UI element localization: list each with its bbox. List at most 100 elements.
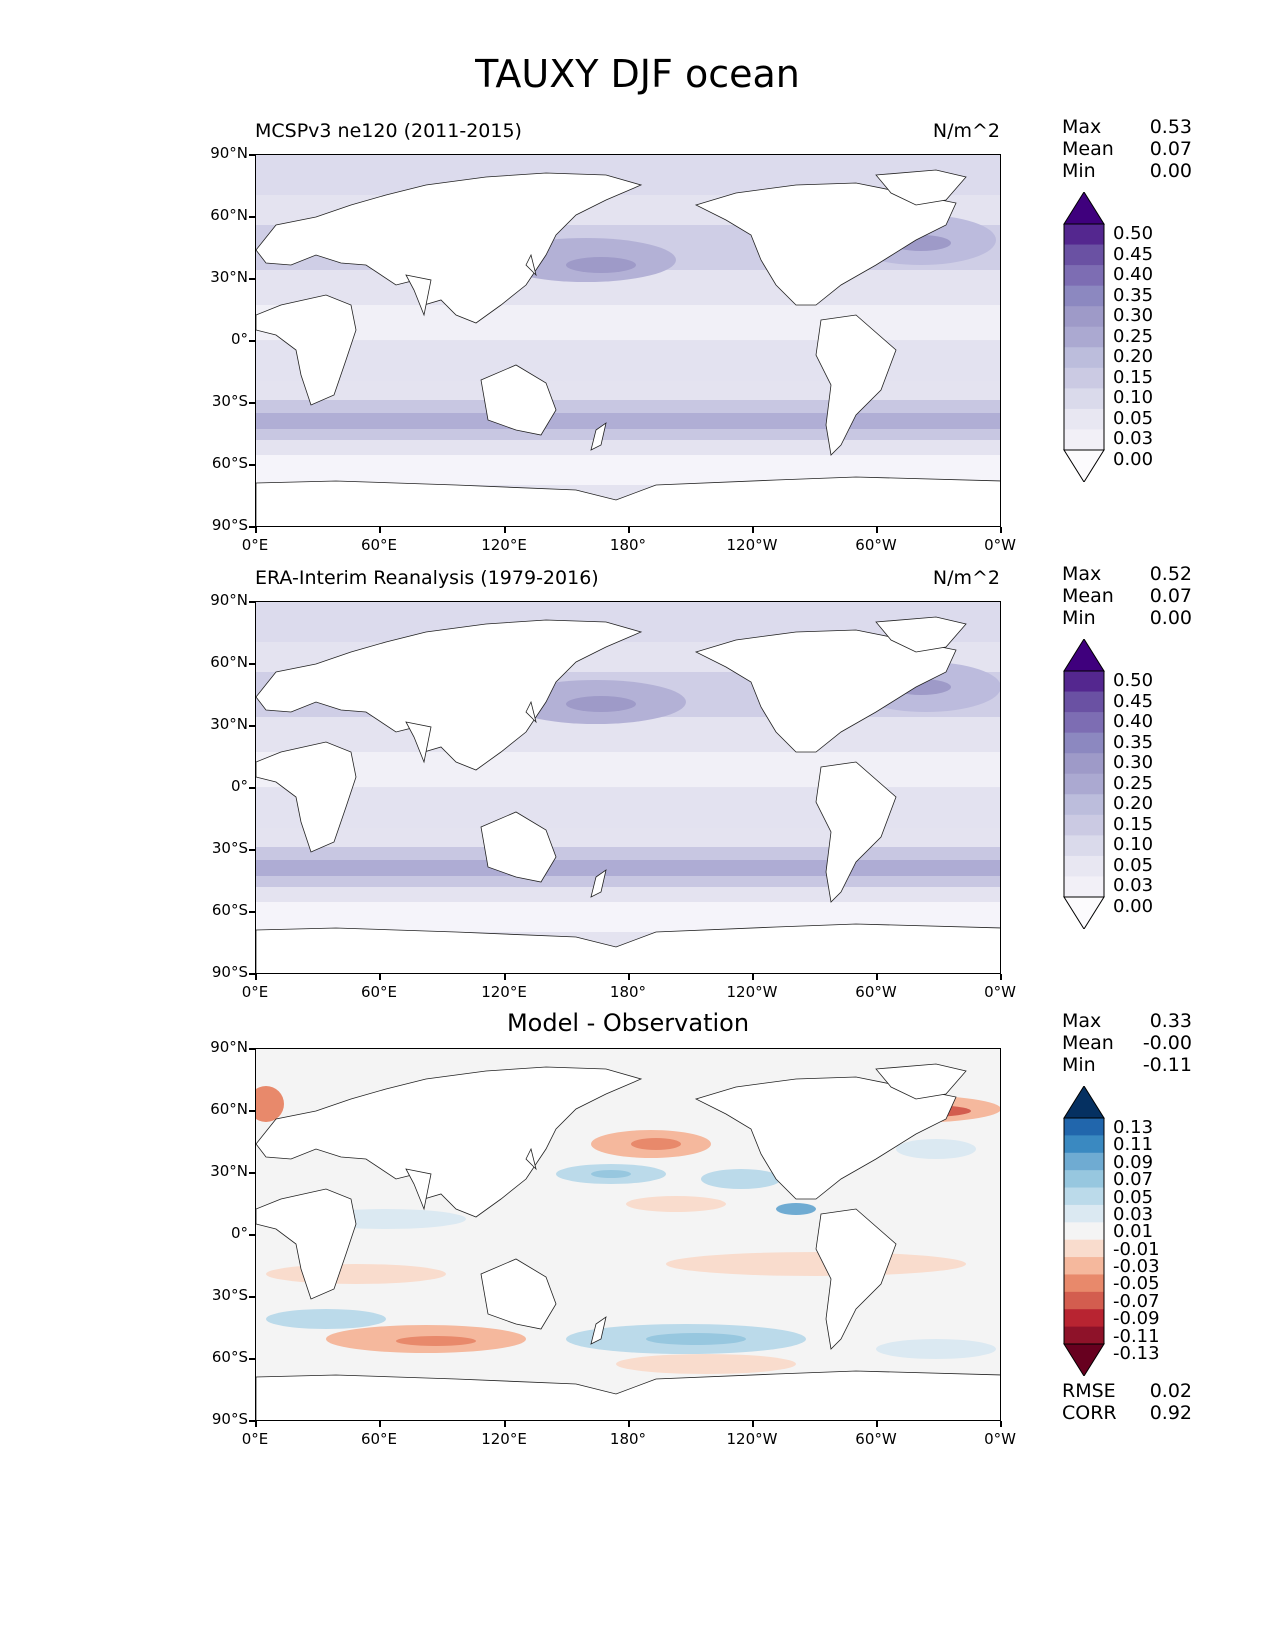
colorbar-tick-label: 0.30	[1113, 305, 1154, 327]
metric-value: 0.02	[1149, 1380, 1192, 1402]
colorbar-segment	[1064, 835, 1104, 857]
colorbar-tick-label: 0.35	[1113, 284, 1154, 306]
lat-label: 0°	[230, 777, 248, 795]
colorbar-tick-label: -0.01	[1113, 1238, 1160, 1260]
lat-label: 30°N	[210, 268, 248, 286]
colorbar-tick-label: 0.00	[1113, 449, 1154, 470]
colorbar-segment	[1064, 1239, 1104, 1258]
stat-label: Mean	[1062, 138, 1114, 160]
colorbar-segment	[1064, 1204, 1104, 1223]
stat-value: 0.07	[1149, 585, 1192, 607]
colorbar-tick-label: 0.25	[1113, 772, 1154, 794]
colorbar-extend-max	[1063, 192, 1105, 225]
panel-difference: Model - Observation	[0, 1004, 1275, 1524]
colorbar-segment	[1064, 1274, 1104, 1293]
colorbar-segment	[1064, 732, 1104, 754]
colorbar-tick-label: 0.03	[1113, 875, 1154, 897]
metrics-box: RMSE 0.02 CORR 0.92	[1062, 1380, 1192, 1424]
colorbar-segment	[1064, 691, 1104, 713]
stat-value: 0.52	[1149, 563, 1192, 585]
colorbar-segment	[1064, 367, 1104, 389]
colorbar-segment	[1064, 1222, 1104, 1241]
colorbar-frame	[1063, 1117, 1105, 1345]
lat-label: 30°S	[211, 839, 248, 857]
lon-label: 120°E	[481, 1430, 527, 1448]
colorbar-segment	[1064, 1135, 1104, 1154]
metric-label: CORR	[1062, 1402, 1117, 1424]
colorbar-segment	[1064, 876, 1104, 898]
colorbar-tick-label: 0.15	[1113, 813, 1154, 835]
colorbar-segment	[1064, 794, 1104, 816]
colorbar-segment	[1064, 306, 1104, 328]
stat-value: 0.33	[1149, 1010, 1192, 1032]
lon-label: 120°E	[481, 983, 527, 1001]
colorbar-segment	[1064, 429, 1104, 451]
colorbar-segment	[1064, 773, 1104, 795]
map-plot[interactable]	[255, 601, 1001, 974]
colorbar-tick-label: 0.03	[1113, 428, 1154, 450]
colorbar-segment	[1064, 265, 1104, 287]
figure-title: TAUXY DJF ocean	[475, 52, 800, 96]
lat-label: 60°S	[211, 901, 248, 919]
colorbar-tick-label: 0.40	[1113, 264, 1154, 286]
colorbar-segment	[1064, 244, 1104, 266]
colorbar-extend-min	[1063, 449, 1105, 482]
colorbar-tick-label: 0.10	[1113, 834, 1154, 856]
lat-label: 90°N	[210, 591, 248, 609]
lon-label: 120°W	[726, 536, 778, 554]
lat-label: 30°S	[211, 1286, 248, 1304]
stat-value: 0.00	[1149, 607, 1192, 629]
colorbar-tick-label: -0.13	[1113, 1343, 1160, 1364]
colorbar-tick-label: 0.30	[1113, 752, 1154, 774]
colorbar-segment	[1064, 1187, 1104, 1206]
colorbar-segment	[1064, 1118, 1104, 1136]
lat-label: 60°S	[211, 454, 248, 472]
stat-value: 0.07	[1149, 138, 1192, 160]
lat-label: 60°N	[210, 206, 248, 224]
lat-label: 60°N	[210, 653, 248, 671]
colorbar-tick-label: 0.03	[1113, 1203, 1154, 1225]
colorbar-tick-label: 0.05	[1113, 407, 1154, 429]
stat-label: Max	[1062, 1010, 1102, 1032]
colorbar-tick-label: 0.00	[1113, 896, 1154, 917]
lat-label: 90°N	[210, 1038, 248, 1056]
map-plot[interactable]	[255, 154, 1001, 527]
lon-label: 120°W	[726, 1430, 778, 1448]
colorbar-segment	[1064, 1291, 1104, 1310]
colorbar-segment	[1064, 1152, 1104, 1171]
colorbar-segment	[1064, 326, 1104, 348]
colorbar-tick-label: 0.05	[1113, 854, 1154, 876]
stat-label: Mean	[1062, 585, 1114, 607]
colorbar-tick-label: -0.11	[1113, 1325, 1160, 1347]
lon-label: 120°E	[481, 536, 527, 554]
colorbar-extend-min	[1063, 896, 1105, 929]
lon-label: 60°W	[855, 983, 897, 1001]
colorbar-extend-max	[1063, 639, 1105, 672]
colorbar-segment	[1064, 224, 1104, 246]
colorbar-tick-label: 0.20	[1113, 793, 1154, 815]
stat-value: -0.11	[1142, 1054, 1192, 1076]
colorbar-segment	[1064, 1326, 1104, 1345]
colorbar-tick-label: 0.50	[1113, 670, 1154, 691]
stat-label: Max	[1062, 116, 1102, 138]
colorbar-extend-max	[1063, 1086, 1105, 1119]
panel-title: Model - Observation	[506, 1009, 750, 1037]
colorbar-frame	[1063, 223, 1105, 451]
lon-label: 60°E	[360, 1430, 398, 1448]
units-label: N/m^2	[932, 567, 1000, 589]
lon-label: 180°	[609, 1430, 647, 1448]
lat-label: 0°	[230, 330, 248, 348]
lat-label: 60°S	[211, 1348, 248, 1366]
lon-label: 0°W	[984, 536, 1016, 554]
stat-value: 0.53	[1149, 116, 1192, 138]
metric-value: 0.92	[1149, 1402, 1192, 1424]
panel-model: MCSPv3 ne120 (2011-2015) N/m^2 90°N 60°N…	[0, 110, 1275, 570]
lon-label: 60°W	[855, 536, 897, 554]
panel-title: MCSPv3 ne120 (2011-2015)	[255, 120, 522, 142]
colorbar-tick-label: 0.10	[1113, 387, 1154, 409]
units-label: N/m^2	[932, 120, 1000, 142]
map-plot[interactable]	[255, 1048, 1001, 1421]
colorbar	[1063, 192, 1105, 482]
lon-label: 0°E	[241, 983, 269, 1001]
colorbar-tick-label: 0.11	[1113, 1134, 1154, 1156]
